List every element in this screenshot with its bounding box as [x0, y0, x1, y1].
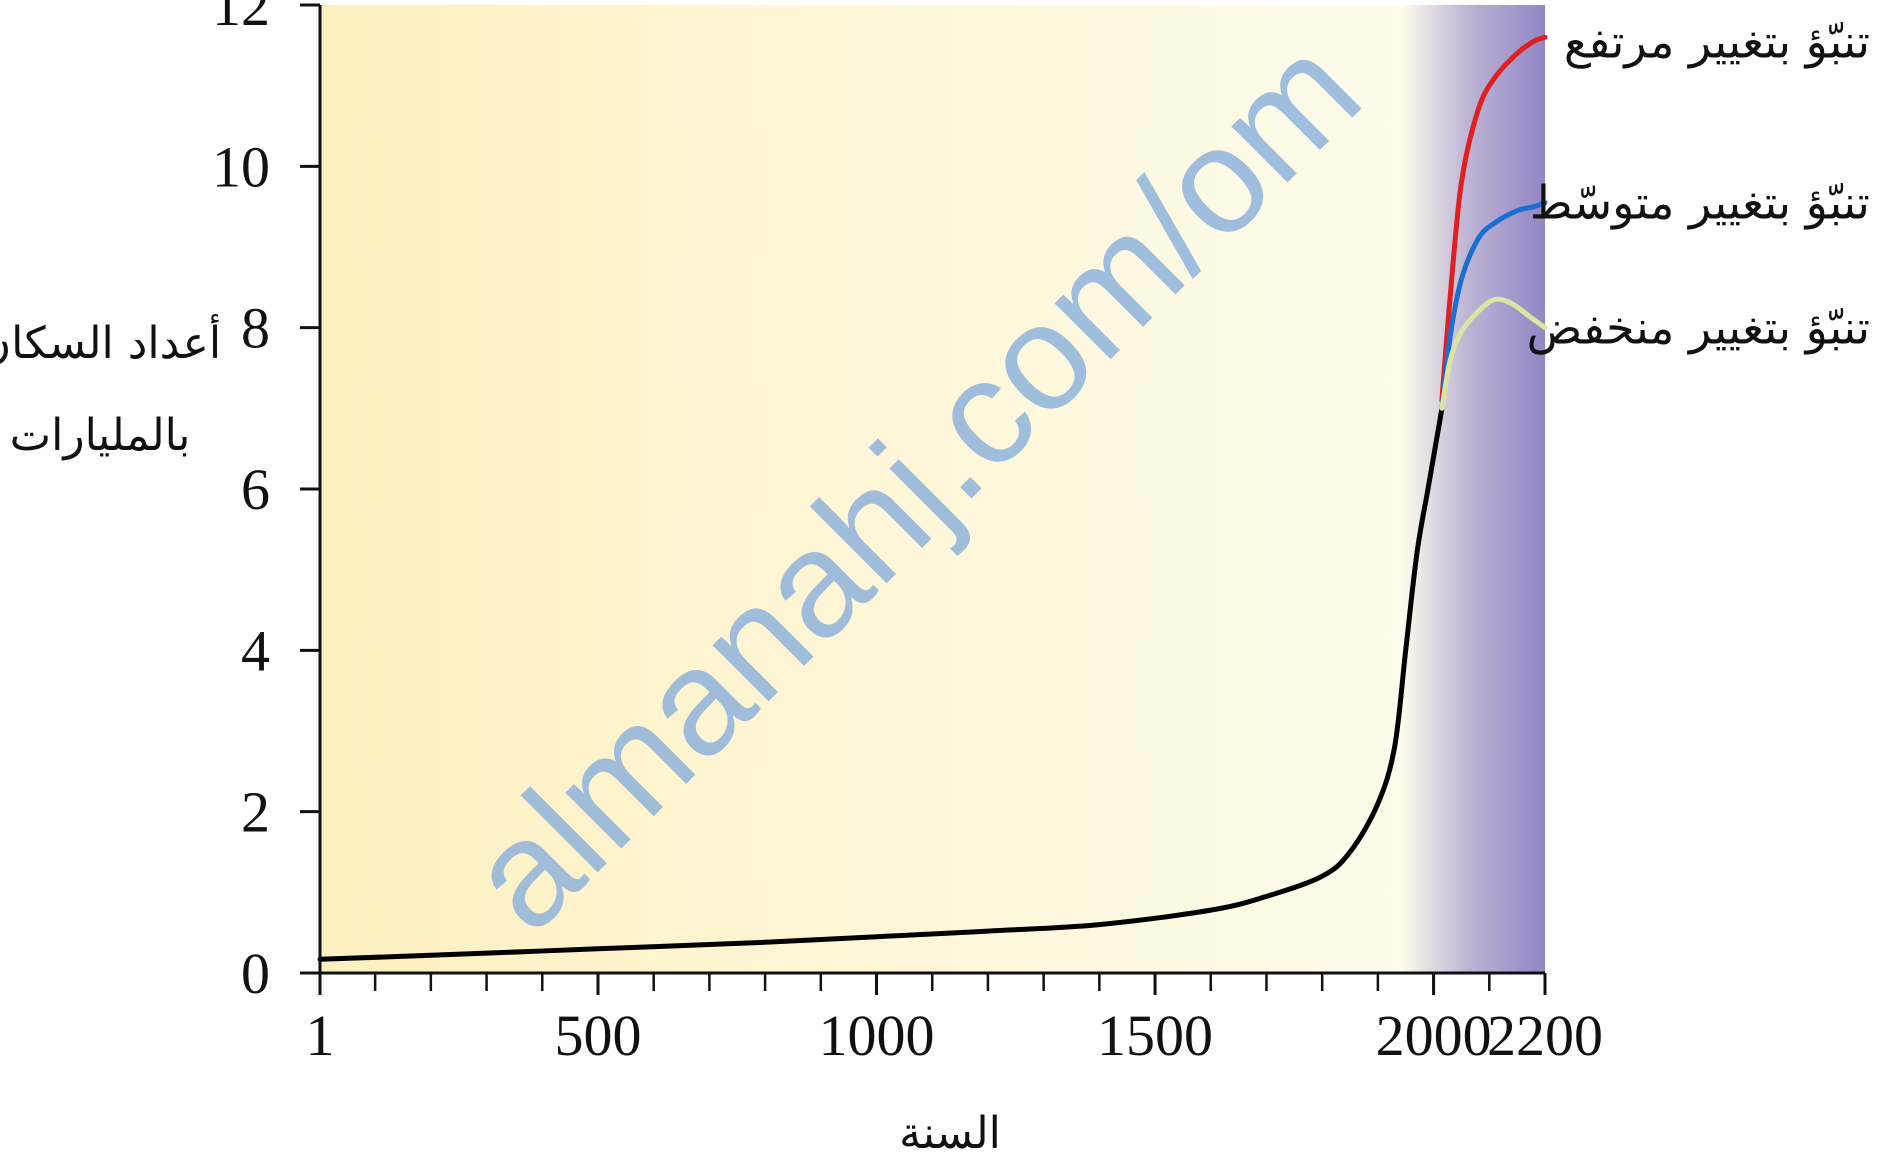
projection-band [1401, 5, 1545, 973]
plot-background [320, 5, 1545, 973]
y-tick-label: 6 [241, 457, 270, 522]
legend: تنبّؤ بتغيير مرتفع تنبّؤ بتغيير متوسّط تنب… [1527, 14, 1870, 355]
y-tick-label: 0 [241, 941, 270, 1006]
series-line-projection-2 [1439, 200, 1548, 411]
y-tick-label: 2 [241, 780, 270, 845]
series-layer [317, 34, 1548, 962]
legend-label: تنبّؤ بتغيير منخفض [1527, 301, 1870, 356]
x-axis-title: السنة [899, 1108, 1001, 1159]
legend-label: تنبّؤ بتغيير متوسّط [1530, 176, 1870, 231]
x-tick-label: 2000 [1376, 1003, 1492, 1068]
y-tick-label: 4 [241, 618, 270, 683]
series-line-projection-1 [1439, 34, 1548, 403]
x-tick-label: 2200 [1487, 1003, 1603, 1068]
series-line-historical [317, 405, 1445, 962]
legend-label: تنبّؤ بتغيير مرتفع [1564, 14, 1870, 69]
y-axis-title-line2: بالمليارات [10, 410, 191, 461]
y-tick-label: 8 [241, 296, 270, 361]
x-tick-label: 1500 [1097, 1003, 1213, 1068]
y-tick-label: 12 [212, 0, 270, 38]
x-tick-label: 500 [554, 1003, 641, 1068]
y-tick-label: 10 [212, 134, 270, 199]
y-axis-title-line1: أعداد السكان [0, 314, 221, 369]
series-line-projection-3 [1439, 296, 1548, 411]
x-tick-label: 1 [306, 1003, 335, 1068]
x-tick-label: 1000 [819, 1003, 935, 1068]
